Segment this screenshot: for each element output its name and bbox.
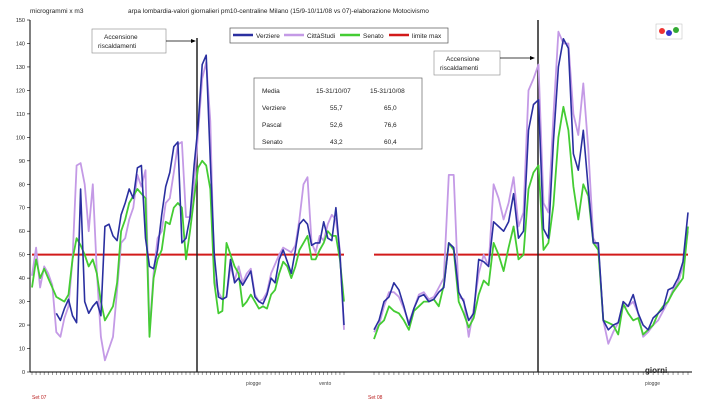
y-tick-label: 20	[19, 323, 25, 329]
series-line-cittstudi-set07	[31, 61, 345, 362]
annotation-line2: riscaldamenti	[98, 43, 136, 50]
series-line-cittstudi-set08	[373, 30, 689, 345]
y-tick-label: 30	[19, 300, 25, 306]
x-note-piogge-2: piogge	[645, 381, 660, 387]
table-row-label: Senato	[262, 139, 283, 146]
y-tick-label: 90	[19, 159, 25, 165]
y-tick-group: 0 10 20 30 40 50 60 70 80 90 100 110 120 130 140 150	[16, 18, 30, 376]
y-tick-label: 80	[19, 182, 25, 188]
x-note-vento: vento	[319, 381, 331, 387]
y-tick-label: 60	[19, 229, 25, 235]
annotation-heating-set08: Accensione riscaldamenti	[433, 50, 535, 76]
x-axis-label: giorni	[645, 366, 667, 375]
x-note-piogge-1: piogge	[246, 381, 261, 387]
period-label-set08: Set 08	[368, 395, 383, 401]
legend-box	[229, 27, 449, 44]
annotation-heating-set07: Accensione riscaldamenti	[91, 28, 196, 54]
y-tick-label: 40	[19, 276, 25, 282]
annotation-box	[91, 28, 167, 54]
annotation-line2: riscaldamenti	[440, 65, 478, 72]
table-header-2007: 15-31/10/07	[316, 88, 351, 95]
table-header-2008: 15-31/10/08	[370, 88, 405, 95]
series-line-senato-set08	[373, 105, 689, 340]
table-cell: 65,0	[384, 105, 397, 112]
y-tick-label: 100	[16, 135, 25, 141]
logo-icon	[655, 23, 683, 40]
y-tick-label: 10	[19, 347, 25, 353]
chart-title: arpa lombardia-valori giornalieri pm10-c…	[128, 8, 429, 15]
y-tick-label: 110	[16, 112, 25, 118]
annotation-arrowhead	[530, 56, 535, 60]
y-tick-label: 0	[22, 370, 25, 376]
y-tick-label: 50	[19, 253, 25, 259]
table-cell: 43,2	[330, 139, 343, 146]
legend-label-verziere: Verziere	[256, 33, 280, 40]
legend: Verziere CittàStudi Senato limite max	[229, 27, 449, 44]
legend-label-cittastudi: CittàStudi	[307, 33, 335, 40]
period-label-set07: Set 07	[32, 395, 47, 401]
annotation-arrowhead	[191, 39, 196, 43]
table-row-label: Pascal	[262, 122, 282, 129]
table-cell: 52,6	[330, 122, 343, 129]
table-header-media: Media	[262, 88, 280, 95]
series-line-verziere-set08	[373, 38, 689, 331]
legend-label-limit: limite max	[412, 33, 442, 40]
table-cell: 76,6	[384, 122, 397, 129]
series-line-senato-set07	[31, 159, 345, 338]
y-tick-label: 120	[16, 88, 25, 94]
y-tick-label: 130	[16, 65, 25, 71]
table-box	[253, 77, 423, 150]
y-tick-label: 150	[16, 18, 25, 24]
annotation-line1: Accensione	[104, 34, 138, 41]
y-axis-label: microgrammi x m3	[30, 8, 84, 15]
series-line-verziere-set07	[55, 54, 345, 326]
x-tick-group	[31, 372, 689, 375]
y-tick-label: 140	[16, 41, 25, 47]
annotation-line1: Accensione	[446, 56, 480, 63]
table-row-label: Verziere	[262, 105, 286, 112]
legend-label-senato: Senato	[363, 33, 384, 40]
table-cell: 55,7	[330, 105, 343, 112]
table-cell: 60,4	[384, 139, 397, 146]
averages-table: Media 15-31/10/07 15-31/10/08 Verziere 5…	[253, 77, 423, 150]
annotation-box	[433, 50, 501, 76]
series-lines	[31, 30, 689, 362]
y-tick-label: 70	[19, 206, 25, 212]
